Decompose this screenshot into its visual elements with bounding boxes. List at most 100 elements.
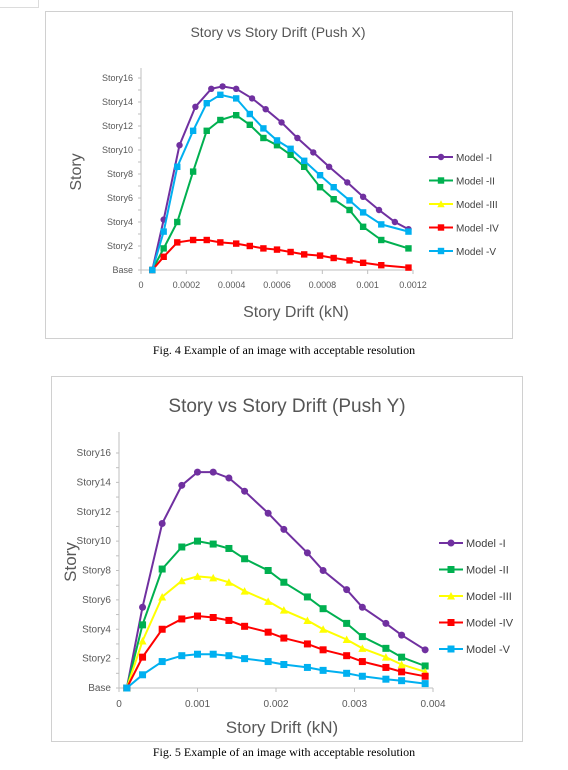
legend-label: Model -V bbox=[456, 247, 496, 258]
legend-entry: Model -II bbox=[429, 177, 495, 188]
data-point bbox=[160, 228, 167, 235]
y-tick-label: Story12 bbox=[102, 121, 133, 131]
data-point bbox=[316, 184, 324, 191]
data-point bbox=[358, 603, 366, 611]
data-point bbox=[359, 193, 367, 200]
data-point bbox=[248, 95, 256, 102]
data-point bbox=[398, 677, 406, 685]
data-point bbox=[209, 614, 217, 621]
data-point bbox=[194, 650, 201, 658]
series-model-iv bbox=[123, 612, 429, 692]
data-point bbox=[177, 576, 186, 585]
y-tick-label: Story8 bbox=[82, 566, 111, 577]
x-tick-label: 0.004 bbox=[420, 699, 445, 710]
data-point bbox=[319, 625, 328, 633]
data-point bbox=[344, 179, 351, 186]
series-line bbox=[125, 575, 426, 689]
data-point bbox=[437, 247, 445, 255]
legend-label: Model -II bbox=[466, 565, 509, 577]
chart-title: Story vs Story Drift (Push X) bbox=[190, 24, 365, 40]
legend-entry: Model -III bbox=[439, 591, 512, 603]
data-point bbox=[203, 100, 210, 107]
legend-entry: Model -I bbox=[429, 153, 492, 164]
x-tick-label: 0.0006 bbox=[263, 280, 291, 290]
x-tick-label: 0.0004 bbox=[218, 280, 246, 290]
data-point bbox=[217, 239, 224, 246]
data-point bbox=[158, 625, 166, 633]
data-point bbox=[174, 239, 181, 246]
data-point bbox=[382, 619, 390, 627]
series-line bbox=[151, 85, 409, 271]
data-point bbox=[325, 163, 333, 170]
data-point bbox=[319, 567, 327, 574]
x-tick-label: 0 bbox=[138, 280, 143, 290]
data-point bbox=[346, 197, 353, 204]
data-point bbox=[437, 153, 445, 161]
data-point bbox=[330, 254, 337, 262]
data-point bbox=[178, 481, 186, 489]
data-point bbox=[421, 680, 429, 688]
data-point bbox=[189, 236, 197, 244]
legend-label: Model -I bbox=[456, 153, 492, 164]
y-tick-label: Story16 bbox=[77, 448, 112, 459]
data-point bbox=[189, 127, 197, 134]
data-point bbox=[301, 251, 308, 258]
data-point bbox=[303, 593, 311, 601]
data-point bbox=[192, 103, 199, 111]
data-point bbox=[178, 615, 186, 623]
data-point bbox=[209, 468, 217, 476]
x-tick-label: 0.001 bbox=[185, 699, 210, 710]
data-point bbox=[343, 619, 351, 627]
legend-entry: Model -V bbox=[429, 247, 496, 258]
y-tick-label: Story2 bbox=[82, 654, 111, 665]
legend-label: Model -IV bbox=[466, 618, 514, 630]
data-point bbox=[174, 218, 181, 226]
series-model-iv bbox=[149, 236, 412, 274]
data-point bbox=[203, 127, 210, 134]
data-point bbox=[343, 586, 351, 594]
data-point bbox=[194, 537, 201, 545]
data-point bbox=[208, 85, 215, 93]
data-point bbox=[391, 218, 399, 226]
x-tick-label: 0 bbox=[116, 699, 122, 710]
series-line bbox=[126, 653, 426, 689]
series-model-ii bbox=[149, 112, 412, 274]
data-point bbox=[343, 652, 351, 660]
data-point bbox=[437, 200, 445, 208]
x-tick-label: 0.002 bbox=[263, 699, 288, 710]
data-point bbox=[447, 539, 455, 547]
data-point bbox=[382, 675, 390, 683]
data-point bbox=[260, 125, 267, 132]
data-point bbox=[225, 652, 233, 660]
data-point bbox=[381, 653, 390, 661]
data-point bbox=[219, 83, 226, 90]
data-point bbox=[358, 672, 366, 680]
data-point bbox=[209, 573, 218, 582]
data-point bbox=[264, 658, 272, 666]
data-point bbox=[149, 266, 156, 274]
x-axis-label: Story Drift (kN) bbox=[226, 718, 338, 737]
data-point bbox=[264, 597, 273, 605]
data-point bbox=[158, 658, 166, 666]
data-point bbox=[437, 177, 445, 184]
data-point bbox=[193, 572, 202, 580]
x-axis-label: Story Drift (kN) bbox=[243, 304, 349, 321]
data-point bbox=[279, 606, 288, 614]
y-tick-label: Story12 bbox=[77, 507, 112, 518]
data-point bbox=[233, 112, 240, 119]
data-point bbox=[260, 245, 267, 252]
data-point bbox=[178, 652, 186, 660]
y-tick-label: Story14 bbox=[77, 477, 112, 488]
data-point bbox=[301, 163, 308, 170]
chart-push-x: Story vs Story Drift (Push X) Base Story2 S… bbox=[68, 24, 499, 321]
data-point bbox=[405, 264, 412, 271]
legend-label: Model -IV bbox=[456, 224, 499, 235]
data-point bbox=[158, 520, 166, 527]
data-point bbox=[278, 119, 285, 126]
y-tick-label: Story10 bbox=[77, 536, 112, 547]
data-point bbox=[123, 684, 131, 692]
data-point bbox=[160, 245, 167, 252]
y-tick-label: Story6 bbox=[82, 595, 111, 606]
data-point bbox=[139, 621, 147, 629]
data-point bbox=[246, 121, 253, 128]
